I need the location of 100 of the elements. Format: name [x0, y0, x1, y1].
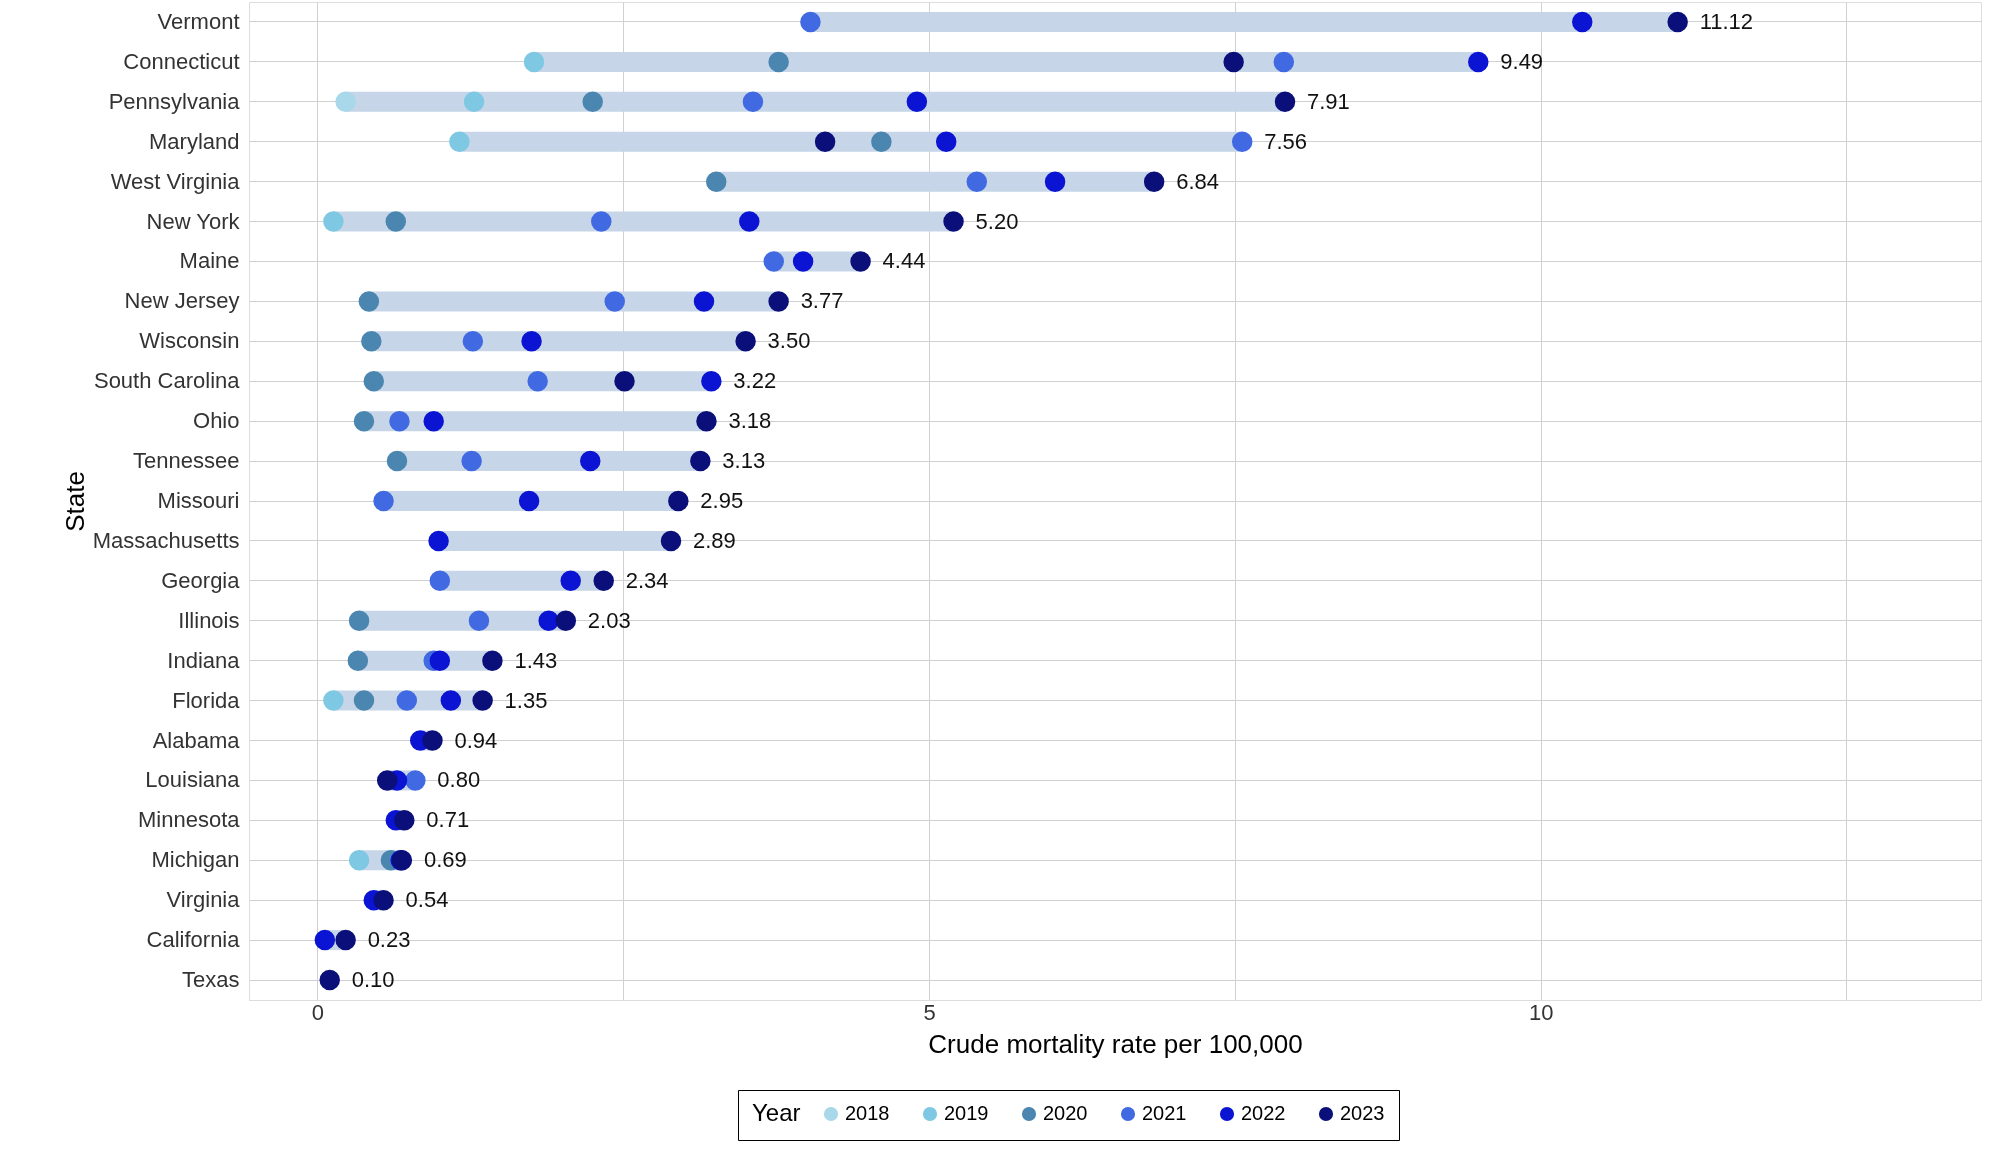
point — [1231, 131, 1253, 152]
annotation: 3.77 — [800, 288, 844, 314]
point — [422, 730, 443, 751]
y-tick-label: Michigan — [151, 847, 240, 873]
point — [353, 410, 375, 432]
point — [463, 91, 485, 113]
legend-title: Year — [752, 1099, 801, 1126]
point — [1044, 171, 1066, 192]
point — [523, 51, 545, 73]
legend-label: 2022 — [1241, 1102, 1286, 1124]
annotation: 5.20 — [975, 208, 1019, 234]
annotation: 0.71 — [426, 807, 470, 833]
point — [668, 490, 689, 512]
point — [593, 570, 614, 592]
point — [604, 291, 625, 312]
annotation: 0.23 — [367, 927, 411, 953]
point — [582, 91, 603, 113]
point — [386, 450, 408, 472]
point — [906, 91, 928, 113]
y-tick-label: California — [146, 927, 241, 953]
annotation: 1.35 — [504, 687, 548, 713]
point — [389, 410, 410, 432]
x-tick-label: 10 — [1528, 999, 1554, 1025]
point — [871, 131, 892, 152]
annotation: 1.43 — [514, 647, 558, 673]
point — [706, 171, 727, 192]
annotation: 3.13 — [722, 448, 766, 474]
point — [428, 530, 449, 552]
annotation: 3.50 — [767, 328, 811, 354]
point — [814, 131, 836, 152]
y-tick-label: Maine — [179, 248, 240, 274]
point — [449, 131, 470, 152]
point — [555, 610, 577, 631]
point — [323, 690, 344, 711]
point — [376, 770, 398, 791]
point — [361, 331, 382, 352]
y-tick-label: Minnesota — [137, 807, 241, 833]
point — [440, 690, 462, 711]
annotation: 0.69 — [423, 847, 467, 873]
point — [763, 251, 784, 272]
y-tick-label: Missouri — [157, 488, 240, 513]
point — [462, 331, 484, 352]
annotation: 3.18 — [728, 408, 772, 434]
annotation: 2.34 — [625, 567, 669, 593]
y-tick-label: Wisconsin — [139, 328, 240, 354]
point — [348, 610, 370, 631]
point — [792, 251, 814, 272]
point — [363, 371, 385, 392]
point — [472, 690, 493, 711]
point — [935, 131, 957, 152]
point — [701, 371, 722, 392]
point — [768, 51, 789, 73]
point — [468, 610, 490, 631]
annotation: 7.56 — [1264, 128, 1308, 154]
y-tick-label: Alabama — [152, 727, 241, 753]
legend-label: 2020 — [1043, 1102, 1088, 1124]
point — [348, 850, 370, 871]
point — [335, 91, 356, 113]
point — [429, 650, 451, 671]
legend-label: 2019 — [944, 1102, 989, 1124]
annotation: 0.54 — [405, 887, 449, 913]
point — [319, 969, 340, 991]
y-tick-label: Florida — [172, 687, 241, 713]
point — [850, 251, 871, 272]
point — [660, 530, 682, 552]
annotation: 6.84 — [1176, 168, 1219, 194]
y-tick-label: Louisiana — [145, 767, 241, 793]
point — [1273, 51, 1295, 73]
y-tick-label: New York — [146, 208, 241, 234]
point — [1667, 11, 1688, 33]
y-tick-label: Texas — [182, 967, 240, 993]
legend-label: 2021 — [1142, 1102, 1187, 1124]
point — [429, 570, 451, 592]
annotation: 7.91 — [1307, 88, 1350, 114]
y-tick-label: Indiana — [167, 647, 241, 673]
x-axis-title: Crude mortality rate per 100,000 — [928, 1028, 1303, 1059]
point — [580, 450, 601, 472]
point — [800, 11, 821, 33]
y-tick-label: West Virginia — [110, 168, 241, 194]
y-tick-label: Vermont — [157, 8, 240, 34]
x-tick-label: 0 — [311, 999, 325, 1025]
point — [314, 929, 336, 951]
point — [394, 810, 415, 831]
point — [560, 570, 581, 592]
point — [396, 690, 418, 711]
point — [693, 291, 715, 312]
point — [482, 650, 503, 671]
point — [966, 171, 988, 192]
legend-label: 2023 — [1340, 1102, 1385, 1124]
point — [735, 331, 756, 352]
annotation: 3.22 — [733, 368, 777, 394]
annotation: 2.95 — [700, 488, 744, 513]
point — [521, 331, 542, 352]
y-tick-label: Tennessee — [133, 448, 240, 474]
point — [538, 610, 559, 631]
point — [690, 450, 711, 472]
point — [1274, 91, 1296, 113]
point — [353, 690, 375, 711]
annotation: 11.12 — [1699, 8, 1754, 34]
annotation: 4.44 — [882, 248, 926, 274]
